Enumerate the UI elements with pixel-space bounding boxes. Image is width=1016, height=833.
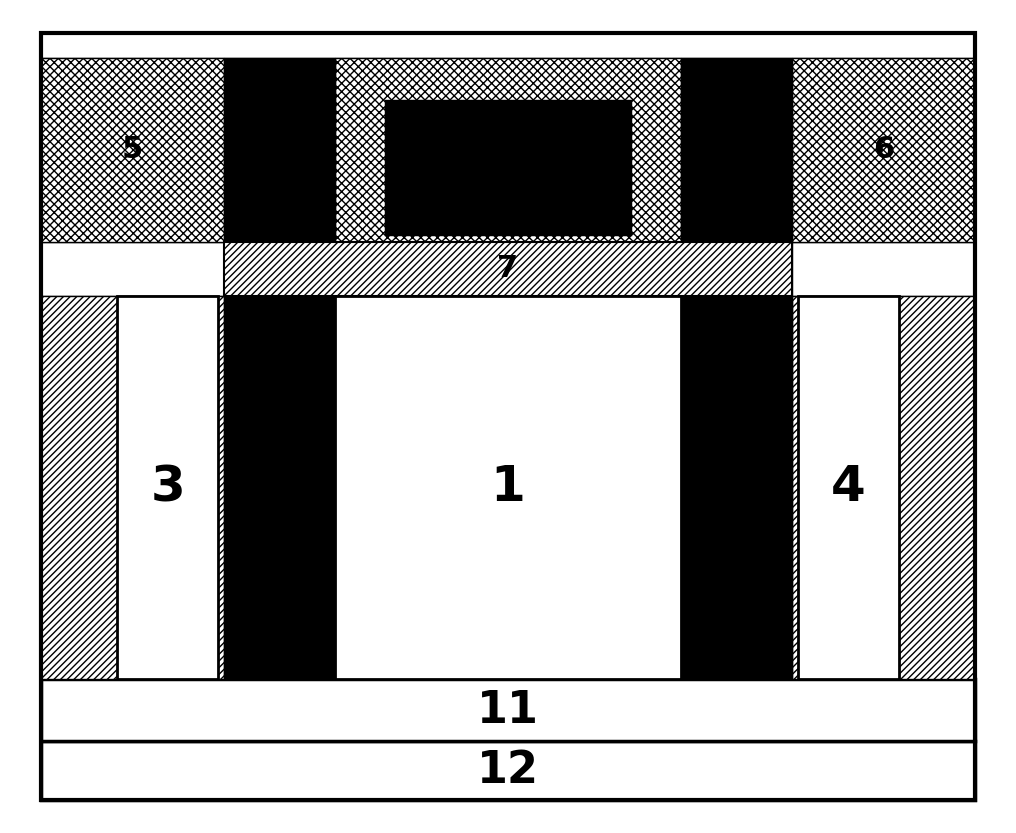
Bar [681, 242, 792, 679]
Bar [386, 101, 630, 234]
Bar [41, 741, 975, 800]
Bar [335, 296, 681, 679]
Bar [224, 242, 792, 296]
Text: 7: 7 [498, 254, 518, 283]
Bar [224, 242, 335, 679]
Text: 4: 4 [831, 463, 866, 511]
Bar [792, 58, 975, 242]
Text: 5: 5 [122, 136, 142, 164]
Text: 1: 1 [491, 463, 525, 511]
Bar [41, 679, 975, 741]
Bar [386, 101, 630, 234]
Bar [335, 58, 681, 242]
Bar [792, 296, 975, 679]
Text: 11: 11 [477, 689, 539, 731]
Bar [41, 296, 975, 679]
Bar [41, 58, 224, 242]
Text: 3: 3 [150, 463, 185, 511]
Text: 2: 2 [498, 123, 518, 152]
Bar [41, 296, 224, 679]
Bar [117, 296, 218, 679]
Bar [41, 296, 975, 679]
Bar [681, 58, 792, 242]
Text: 12: 12 [477, 749, 539, 792]
Bar [798, 296, 899, 679]
Bar [41, 58, 975, 242]
Text: 6: 6 [874, 136, 894, 164]
Bar [224, 58, 335, 242]
